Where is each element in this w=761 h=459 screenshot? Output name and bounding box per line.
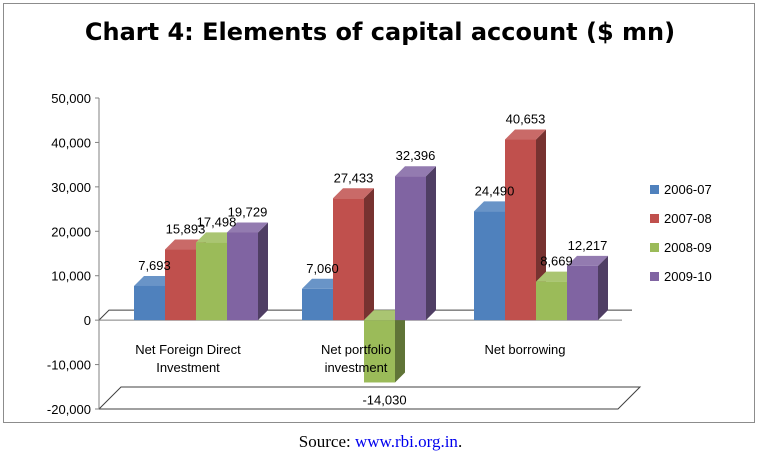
bar-front — [536, 281, 567, 321]
bar-front — [395, 176, 426, 321]
source-suffix: . — [457, 432, 463, 451]
data-label: 7,693 — [138, 258, 171, 273]
bar-top — [505, 129, 546, 140]
bar-side — [364, 188, 374, 321]
chart-plot: 50,000 40,000 30,000 20,000 10,000 0 -10,000 -2… — [47, 91, 712, 417]
category-label: Net Foreign Direct — [135, 342, 241, 357]
data-label: 15,893 — [166, 222, 206, 237]
category-label: Net borrowing — [485, 342, 566, 357]
base-platform — [97, 386, 642, 410]
data-label: 17,498 — [197, 214, 237, 229]
legend-swatch — [650, 214, 659, 223]
legend-label: 2009-10 — [664, 269, 712, 284]
bar-top — [567, 255, 608, 266]
y-tick-label: 30,000 — [51, 180, 91, 195]
bar-front — [474, 211, 505, 321]
bar — [227, 222, 268, 321]
legend-label: 2006-07 — [664, 182, 712, 197]
bar-front — [227, 232, 258, 321]
bar-top — [165, 239, 206, 250]
bar — [505, 129, 546, 321]
legend-label: 2007-08 — [664, 211, 712, 226]
bar-top — [333, 188, 374, 199]
bar-side — [395, 310, 405, 383]
y-tick-label: -20,000 — [47, 402, 91, 417]
bar-front — [567, 265, 598, 321]
y-tick-label: 50,000 — [51, 91, 91, 106]
bar — [333, 188, 374, 321]
bar — [364, 310, 405, 383]
legend-label: 2008-09 — [664, 240, 712, 255]
y-tick-label: 40,000 — [51, 135, 91, 150]
data-label: 40,653 — [506, 112, 546, 127]
y-tick-label: 20,000 — [51, 224, 91, 239]
bar-side — [598, 255, 608, 321]
y-tick-label: 10,000 — [51, 269, 91, 284]
floor-plane-back — [98, 309, 632, 321]
data-label: 24,490 — [475, 183, 515, 198]
bar-top — [302, 278, 343, 289]
bar-side — [426, 166, 436, 321]
bar-top — [227, 222, 268, 233]
category-label: Investment — [156, 360, 220, 375]
data-label: 7,060 — [306, 261, 339, 276]
legend-swatch — [650, 185, 659, 194]
bar-top — [536, 271, 577, 282]
data-label: 8,669 — [540, 254, 573, 269]
bar-front — [364, 320, 395, 383]
data-label: 12,217 — [568, 238, 608, 253]
bar-front — [196, 242, 227, 321]
y-tick-label: 0 — [84, 313, 91, 328]
category-label: Net portfolio — [321, 342, 391, 357]
data-label: 27,433 — [334, 170, 374, 185]
source-prefix: Source: — [298, 432, 355, 451]
legend-swatch — [650, 272, 659, 281]
bar-front — [505, 139, 536, 321]
source-link[interactable]: www.rbi.org.in — [354, 432, 458, 451]
chart-frame: Chart 4: Elements of capital account ($ … — [3, 3, 755, 423]
chart-title: Chart 4: Elements of capital account ($ … — [84, 18, 676, 46]
data-label: -14,030 — [362, 392, 406, 407]
bar-top — [364, 310, 405, 321]
bar-front — [165, 249, 196, 321]
bar — [395, 166, 436, 321]
bar-side — [258, 222, 268, 321]
bar-front — [302, 288, 333, 321]
data-label: 32,396 — [396, 148, 436, 163]
bar-series — [134, 129, 608, 383]
legend-swatch — [650, 243, 659, 252]
source-line: Source: www.rbi.org.in. — [0, 432, 761, 452]
data-label: 19,729 — [228, 204, 268, 219]
y-tick-label: -10,000 — [47, 358, 91, 373]
category-axis: Net Foreign Direct Investment Net portfoli… — [135, 342, 565, 375]
bar-top — [196, 232, 237, 243]
bar-front — [333, 198, 364, 321]
value-axis: 50,000 40,000 30,000 20,000 10,000 0 -10,000 -2… — [47, 91, 100, 417]
bar-top — [395, 166, 436, 177]
bar-front — [134, 285, 165, 321]
legend: 2006-07 2007-08 2008-09 2009-10 — [650, 182, 712, 284]
bar-side — [536, 129, 546, 321]
bar — [567, 255, 608, 321]
category-label: investment — [325, 360, 388, 375]
bar-top — [474, 201, 515, 212]
bar-top — [134, 275, 175, 286]
data-labels: 7,693 7,060 24,490 15,893 27,433 40,653 17,498… — [138, 112, 607, 408]
